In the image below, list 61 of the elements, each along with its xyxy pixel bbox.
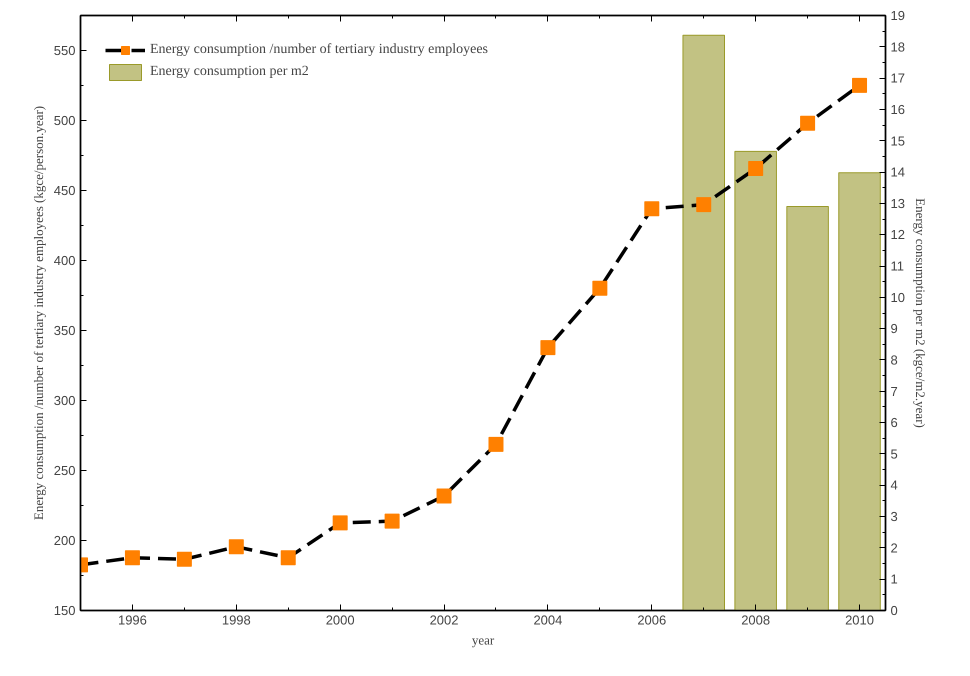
y2-tick-label: 19 [890, 8, 905, 23]
y-tick-label: 500 [54, 113, 76, 128]
y2-tick-label: 0 [890, 603, 898, 618]
y2-tick-label: 8 [890, 352, 898, 368]
y2-tick-label: 9 [890, 321, 898, 336]
point [280, 550, 296, 566]
y-tick-label: 150 [54, 603, 76, 618]
point [748, 161, 764, 176]
point [592, 280, 608, 296]
y-tick-label: 350 [54, 323, 76, 338]
point [176, 552, 192, 567]
y-tick-label: 550 [54, 43, 76, 58]
point [384, 514, 400, 529]
x-tick-label: 2004 [533, 612, 562, 628]
point [540, 340, 556, 356]
y2-tick-label: 17 [890, 70, 905, 86]
bar [838, 172, 881, 610]
point [228, 539, 244, 554]
y2-axis-title: Energy consumption per m2 (kgce/m2.year) [912, 198, 928, 428]
y2-tick-label: 2 [890, 540, 898, 556]
point [332, 515, 348, 530]
y2-tick-label: 4 [890, 478, 898, 493]
x-tick-label: 2010 [845, 612, 874, 628]
legend-label: Energy consumption per m2 [150, 64, 309, 80]
y2-tick-label: 16 [890, 102, 905, 117]
point [436, 488, 452, 504]
x-tick-label: 2008 [741, 612, 770, 628]
y2-tick-label: 11 [890, 258, 904, 274]
y2-tick-label: 7 [890, 384, 898, 399]
y2-tick-label: 6 [890, 415, 898, 430]
y2-tick-label: 13 [890, 196, 905, 211]
y2-tick-label: 1 [890, 572, 898, 587]
x-tick-label: 2002 [430, 612, 459, 628]
x-tick-label: 1998 [222, 612, 251, 628]
x-axis-title: year [472, 632, 495, 648]
y2-tick-label: 18 [890, 39, 905, 54]
x-tick-label: 2000 [326, 612, 355, 628]
y2-tick-label: 15 [890, 133, 905, 148]
y-tick-label: 300 [54, 393, 76, 408]
point [800, 116, 816, 131]
y2-tick-label: 3 [890, 509, 898, 524]
y2-tick-label: 5 [890, 446, 898, 462]
y-tick-label: 250 [54, 463, 76, 478]
bar [734, 150, 777, 610]
y-axis-title: Energy consumption /number of tertiary industry employees (kgce/person.year) [30, 106, 46, 520]
point [852, 78, 868, 93]
legend-label: Energy consumption /number of tertiary industry employees [150, 42, 488, 58]
point [124, 550, 140, 566]
y-tick-label: 400 [54, 253, 76, 268]
y2-tick-label: 10 [890, 290, 905, 305]
y-tick-label: 200 [54, 533, 76, 548]
point [644, 201, 660, 216]
x-tick-label: 2006 [637, 612, 666, 628]
point [488, 436, 504, 452]
bar [682, 34, 725, 610]
bar [786, 206, 829, 610]
x-tick-label: 1996 [118, 612, 147, 628]
point [696, 197, 712, 212]
y-tick-label: 450 [54, 183, 76, 198]
y2-tick-label: 14 [890, 164, 905, 180]
y2-tick-label: 12 [890, 227, 905, 242]
